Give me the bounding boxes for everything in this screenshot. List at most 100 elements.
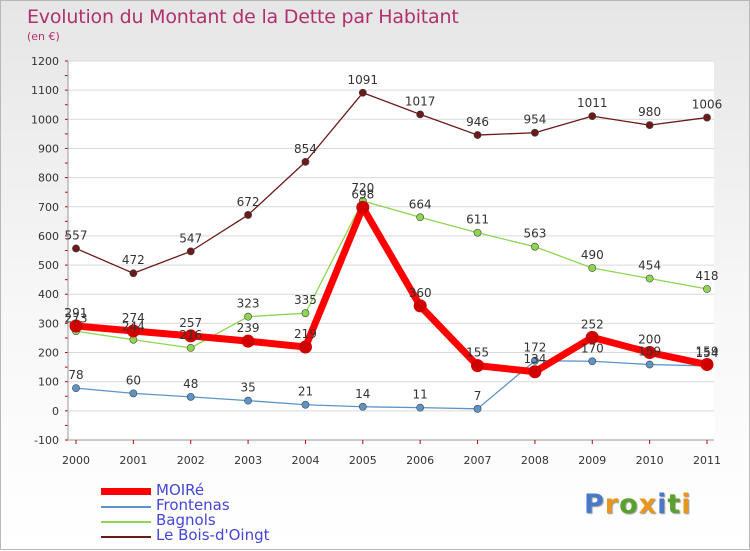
x-tick-label: 2001 <box>119 454 147 467</box>
legend-swatch <box>101 536 151 538</box>
y-tick-label: 800 <box>38 172 59 185</box>
data-label: 11 <box>413 388 428 402</box>
data-label: 48 <box>183 377 198 391</box>
data-point <box>186 247 195 256</box>
data-point <box>703 285 711 293</box>
x-tick-label: 2006 <box>406 454 434 467</box>
x-tick-label: 2003 <box>234 454 262 467</box>
x-tick-label: 2007 <box>464 454 492 467</box>
proxiti-logo: Proxiti <box>584 489 692 520</box>
data-label: 155 <box>466 346 489 360</box>
data-label: 664 <box>409 197 432 211</box>
data-label: 323 <box>237 297 260 311</box>
data-point <box>244 211 252 219</box>
data-point <box>301 400 310 409</box>
x-tick-label: 2010 <box>636 454 664 467</box>
data-label: 78 <box>68 368 83 382</box>
y-tick-label: 900 <box>38 142 59 155</box>
y-tick-label: 1100 <box>31 84 59 97</box>
data-point <box>588 357 597 366</box>
data-label: 252 <box>581 317 604 331</box>
data-label: 946 <box>466 115 489 129</box>
data-label: 418 <box>696 269 719 283</box>
data-point <box>645 360 654 369</box>
data-label: 454 <box>638 258 661 272</box>
data-point <box>413 299 427 313</box>
data-label: 291 <box>65 306 88 320</box>
data-point <box>473 228 482 237</box>
data-point <box>184 329 198 343</box>
data-point <box>471 359 485 373</box>
series-line <box>72 203 711 376</box>
data-label: 7 <box>474 389 482 403</box>
data-label: 172 <box>523 341 546 355</box>
data-point <box>645 274 654 283</box>
data-point <box>301 309 310 318</box>
data-label: 219 <box>294 327 317 341</box>
data-label: 1006 <box>692 98 723 112</box>
logo-letter: r <box>604 489 620 520</box>
data-label: 216 <box>179 328 202 342</box>
series-line <box>75 360 708 410</box>
data-label: 954 <box>523 113 546 127</box>
y-tick-label: 400 <box>38 288 59 301</box>
data-label: 170 <box>581 341 604 355</box>
data-label: 239 <box>237 321 260 335</box>
chart-subtitle: (en €) <box>27 30 60 43</box>
data-point <box>126 324 140 338</box>
y-tick-label: -100 <box>34 434 59 447</box>
y-tick-label: 1200 <box>31 55 59 68</box>
logo-letter: o <box>619 489 639 520</box>
data-point <box>244 396 252 405</box>
data-point <box>358 88 367 97</box>
data-label: 21 <box>298 385 313 399</box>
data-point <box>703 113 711 122</box>
data-point <box>69 319 83 333</box>
x-tick-label: 2002 <box>177 454 205 467</box>
data-label: 1011 <box>577 96 608 110</box>
data-point <box>531 356 539 365</box>
data-label: 547 <box>179 231 202 245</box>
data-label: 154 <box>696 346 719 360</box>
data-point <box>244 312 252 321</box>
logo-letter: i <box>657 489 668 520</box>
data-label: 200 <box>638 333 661 347</box>
data-point <box>241 334 255 348</box>
data-label: 1017 <box>405 94 436 108</box>
data-point <box>643 346 657 360</box>
data-label: 563 <box>523 227 546 241</box>
logo-letter: i <box>681 489 692 520</box>
data-point <box>585 330 599 344</box>
data-label: 672 <box>237 195 260 209</box>
x-tick-label: 2009 <box>578 454 606 467</box>
legend-label: Frontenas <box>156 496 230 514</box>
data-label: 257 <box>179 316 202 330</box>
data-label: 1091 <box>348 73 379 87</box>
data-point <box>700 357 714 371</box>
data-label: 134 <box>523 352 546 366</box>
data-point <box>298 340 312 354</box>
data-point <box>72 384 80 393</box>
data-point <box>473 131 482 139</box>
logo-letter: P <box>584 489 605 520</box>
data-point <box>531 128 539 137</box>
data-label: 980 <box>638 105 661 119</box>
data-label: 720 <box>351 181 374 195</box>
data-point <box>416 403 425 412</box>
legend-swatch <box>101 506 151 508</box>
data-point <box>531 242 539 251</box>
logo-letter: x <box>638 489 658 520</box>
logo-letter: t <box>667 489 682 520</box>
data-label: 35 <box>240 381 255 395</box>
y-tick-label: 300 <box>38 317 59 330</box>
legend-label: MOIRé <box>156 481 205 499</box>
y-tick-label: 500 <box>38 259 59 272</box>
data-point <box>645 121 654 130</box>
data-point <box>129 269 138 278</box>
data-point <box>129 389 138 398</box>
data-label: 557 <box>65 228 88 242</box>
y-tick-label: 0 <box>52 405 59 418</box>
data-point <box>473 404 482 413</box>
